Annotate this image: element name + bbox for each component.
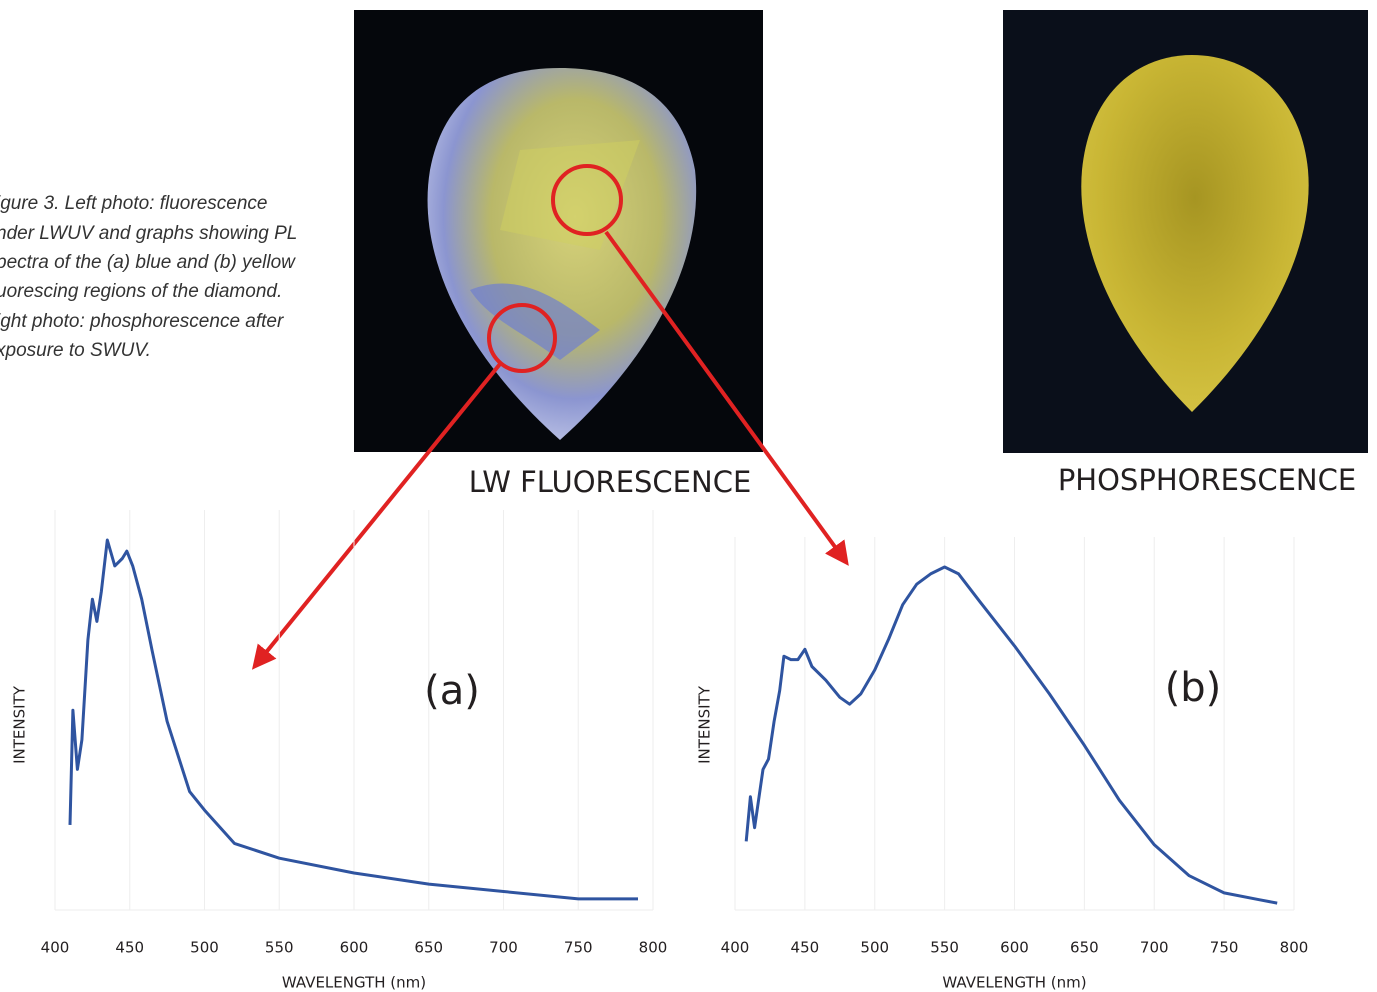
caption-line: pectra of the (a) blue and (b) yellow (0, 252, 296, 273)
x-tick-label: 650 (414, 939, 443, 957)
x-tick-label: 500 (860, 939, 889, 957)
figure: igure 3. Left photo: fluorescence nder L… (0, 0, 1377, 992)
photo-label: PHOSPHORESCENCE (1058, 463, 1356, 497)
x-tick-label: 800 (1280, 939, 1309, 957)
x-tick-label: 400 (721, 939, 750, 957)
x-tick-label: 750 (564, 939, 593, 957)
caption-line: uorescing regions of the diamond. (0, 281, 282, 302)
photo-fluorescence (354, 10, 763, 452)
x-tick-label: 600 (1000, 939, 1029, 957)
panel-label: (b) (1165, 665, 1222, 711)
caption: igure 3. Left photo: fluorescence nder L… (0, 193, 297, 361)
chart: 400 450 500 550 600 650 700 750 800 WAVELENGTH (n… (696, 537, 1309, 992)
caption-line: nder LWUV and graphs showing PL (0, 223, 297, 244)
x-tick-label: 500 (190, 939, 219, 957)
caption-line: xposure to SWUV. (0, 340, 151, 361)
panel-label: (a) (424, 668, 480, 714)
photo-phosphorescence (1003, 10, 1368, 453)
x-tick-label: 700 (489, 939, 518, 957)
caption-line: igure 3. Left photo: fluorescence (0, 193, 267, 214)
y-axis-label: INTENSITY (11, 685, 29, 764)
x-tick-label: 750 (1210, 939, 1239, 957)
x-tick-label: 700 (1140, 939, 1169, 957)
x-tick-label: 550 (930, 939, 959, 957)
x-axis-label: WAVELENGTH (nm) (942, 974, 1086, 992)
caption-line: ight photo: phosphorescence after (0, 311, 284, 332)
spectrum-line (746, 567, 1277, 903)
x-tick-label: 450 (115, 939, 144, 957)
x-tick-label: 600 (340, 939, 369, 957)
x-tick-label: 550 (265, 939, 294, 957)
x-axis-label: WAVELENGTH (nm) (282, 974, 426, 992)
x-tick-label: 450 (791, 939, 820, 957)
photo-label: LW FLUORESCENCE (469, 465, 752, 499)
y-axis-label: INTENSITY (696, 685, 714, 764)
x-tick-label: 800 (639, 939, 668, 957)
chart: 400 450 500 550 600 650 700 750 800 WAVELENGTH (n… (11, 510, 668, 992)
x-tick-label: 650 (1070, 939, 1099, 957)
x-tick-label: 400 (41, 939, 70, 957)
